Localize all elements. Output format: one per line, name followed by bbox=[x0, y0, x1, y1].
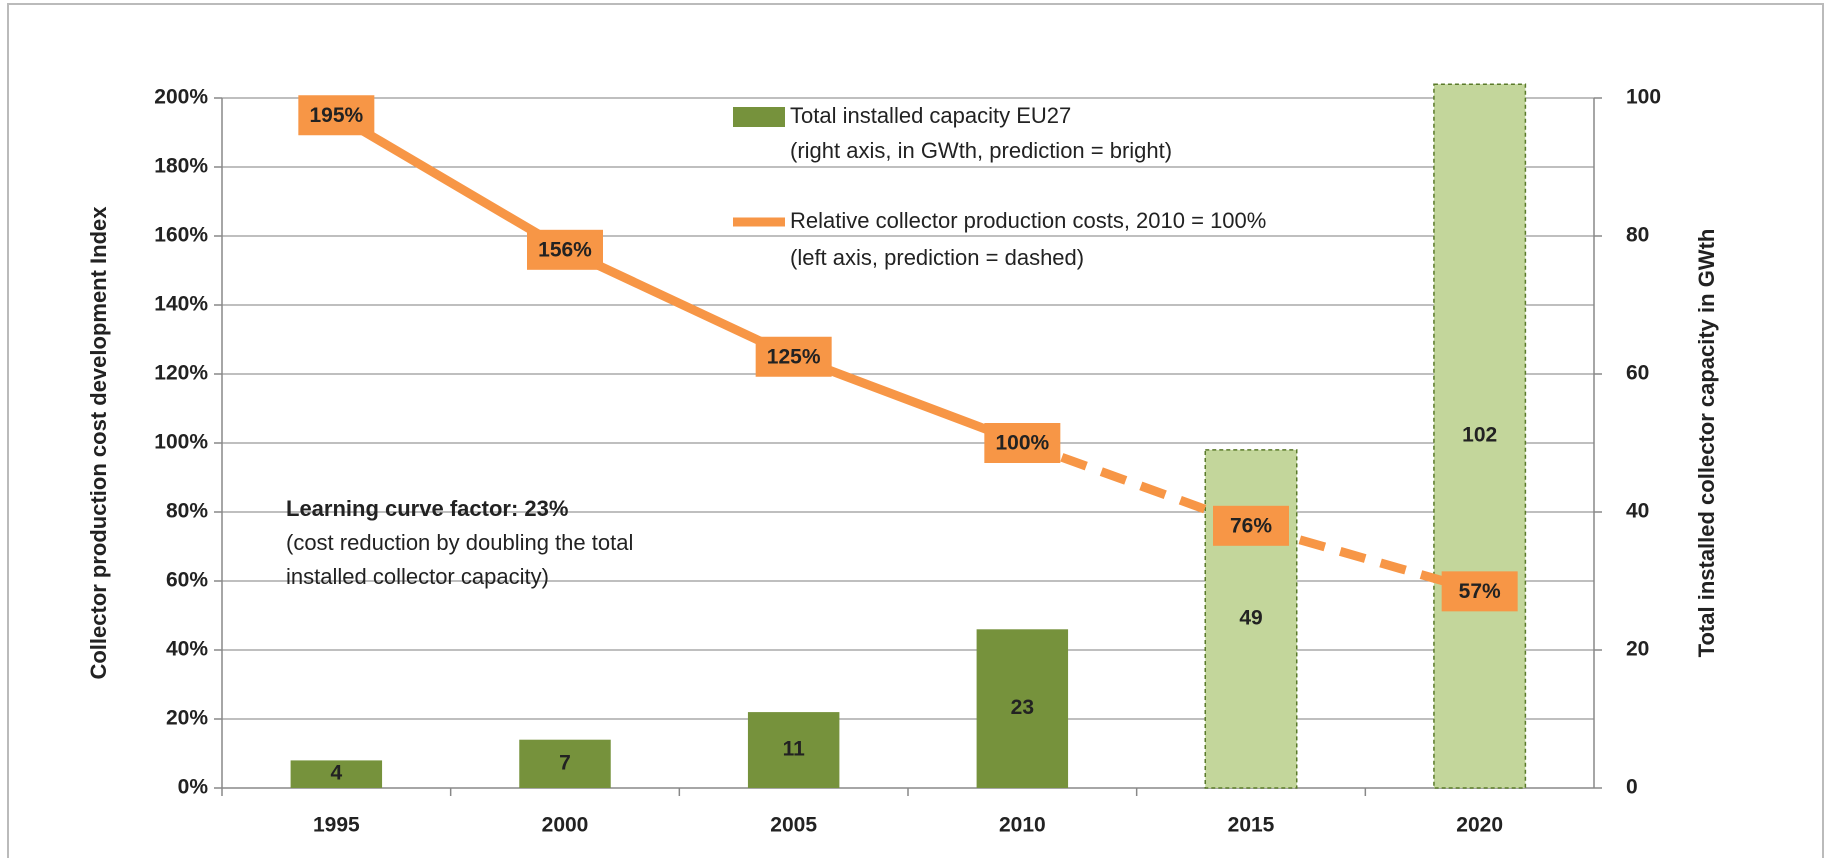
y2-tick-label: 80 bbox=[1626, 224, 1649, 247]
legend-label: Relative collector production costs, 201… bbox=[790, 208, 1266, 233]
value-label: 100% bbox=[995, 432, 1049, 455]
value-label-box bbox=[527, 229, 603, 270]
line bbox=[1020, 438, 1481, 596]
y-tick-label: 0% bbox=[178, 776, 209, 799]
value-label: 195% bbox=[309, 104, 363, 127]
y2-tick-label: 40 bbox=[1626, 500, 1649, 523]
x-tick-label: 2005 bbox=[770, 814, 817, 837]
annotation-line: installed collector capacity) bbox=[286, 564, 549, 589]
annotation-line: (cost reduction by doubling the total bbox=[286, 530, 633, 555]
x-tick-label: 2010 bbox=[999, 814, 1046, 837]
y2-tick-label: 60 bbox=[1626, 362, 1649, 385]
x-tick-label: 1995 bbox=[313, 814, 360, 837]
value-label: 125% bbox=[767, 345, 821, 368]
bar bbox=[1433, 83, 1527, 789]
value-label-box bbox=[298, 95, 375, 136]
y-tick-label: 180% bbox=[154, 155, 208, 178]
y-tick-label: 100% bbox=[154, 431, 208, 454]
y2-tick-label: 0 bbox=[1626, 776, 1638, 799]
y-tick-label: 160% bbox=[154, 224, 208, 247]
y-tick-label: 20% bbox=[166, 707, 208, 730]
x-tick-label: 2015 bbox=[1228, 814, 1275, 837]
line bbox=[334, 111, 1024, 448]
frame bbox=[7, 3, 1824, 858]
y-tick-label: 200% bbox=[154, 86, 208, 109]
y-tick-label: 80% bbox=[166, 500, 208, 523]
bar bbox=[519, 739, 611, 788]
bar-label: 11 bbox=[783, 738, 806, 761]
legend-swatch bbox=[733, 107, 785, 127]
legend-note: (left axis, prediction = dashed) bbox=[790, 245, 1084, 270]
bar bbox=[290, 760, 383, 788]
bar-label: 23 bbox=[1011, 696, 1034, 719]
y-tick-label: 60% bbox=[166, 569, 208, 592]
legend-label: Total installed capacity EU27 bbox=[790, 103, 1071, 128]
x-tick-label: 2000 bbox=[542, 814, 589, 837]
value-label-box bbox=[984, 423, 1061, 463]
bar-label: 4 bbox=[330, 762, 342, 785]
bar bbox=[747, 712, 840, 788]
value-label: 156% bbox=[538, 238, 592, 261]
bar-label: 49 bbox=[1239, 606, 1262, 629]
bar bbox=[976, 629, 1069, 788]
value-label-box bbox=[1213, 505, 1289, 546]
bar-label: 7 bbox=[559, 751, 571, 774]
value-label-box bbox=[755, 336, 832, 377]
value-label: 57% bbox=[1459, 580, 1501, 603]
value-label-box bbox=[1441, 571, 1518, 612]
y2-tick-label: 20 bbox=[1626, 638, 1649, 661]
annotation-title: Learning curve factor: 23% bbox=[286, 496, 568, 521]
bar-label: 102 bbox=[1462, 424, 1497, 447]
y-tick-label: 140% bbox=[154, 293, 208, 316]
legend-note: (right axis, in GWth, prediction = brigh… bbox=[790, 138, 1172, 163]
y-tick-label: 120% bbox=[154, 362, 208, 385]
value-label: 76% bbox=[1230, 514, 1272, 537]
y-axis-label: Collector production cost development In… bbox=[86, 206, 111, 680]
y2-tick-label: 100 bbox=[1626, 86, 1661, 109]
y-tick-label: 40% bbox=[166, 638, 208, 661]
x-tick-label: 2020 bbox=[1456, 814, 1503, 837]
y2-axis-label: Total installed collector capacity in GW… bbox=[1694, 229, 1719, 658]
